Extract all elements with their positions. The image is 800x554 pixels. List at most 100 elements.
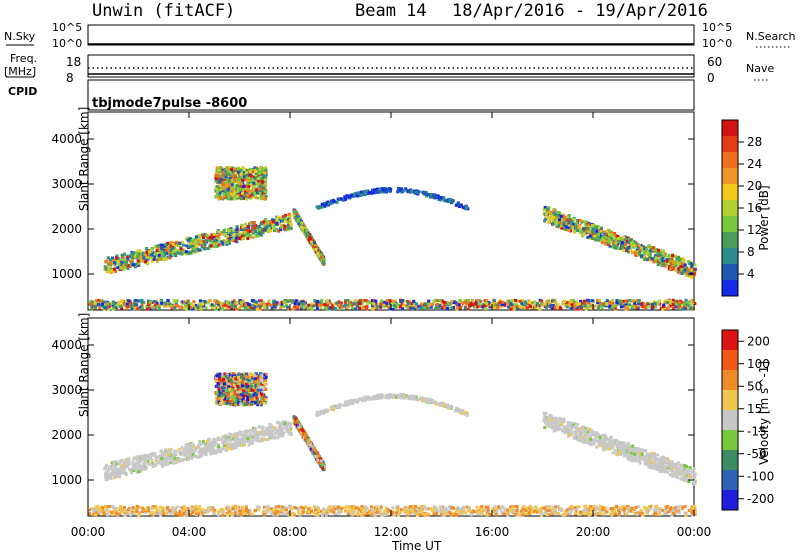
data-cell	[271, 220, 275, 224]
data-cell	[152, 255, 156, 259]
data-cell	[138, 305, 142, 309]
data-cell	[272, 299, 276, 303]
data-cell	[230, 192, 233, 196]
data-cell	[195, 249, 199, 253]
data-cell	[570, 225, 574, 229]
data-cell	[243, 173, 247, 177]
data-cell	[160, 301, 164, 305]
data-cell	[240, 194, 244, 198]
data-cell	[263, 305, 267, 309]
data-cell	[136, 259, 140, 263]
data-cell	[648, 249, 652, 253]
data-cell	[373, 188, 377, 192]
data-cell	[646, 251, 650, 255]
data-cell	[558, 306, 562, 310]
data-cell	[208, 299, 212, 303]
data-cell	[231, 169, 235, 173]
data-cell	[429, 195, 432, 199]
data-cell	[693, 302, 697, 305]
data-cell	[554, 213, 557, 217]
data-cell	[134, 251, 138, 255]
data-cell	[319, 306, 323, 310]
data-cell	[481, 303, 485, 307]
data-cell	[286, 300, 290, 304]
data-cell	[686, 268, 690, 272]
data-cell	[415, 190, 419, 194]
data-cell	[189, 302, 193, 306]
data-cell	[374, 299, 378, 303]
data-cell	[208, 236, 212, 239]
power-data	[88, 166, 697, 311]
data-cell	[264, 184, 267, 188]
data-cell	[147, 252, 151, 256]
data-cell	[114, 305, 118, 309]
data-cell	[230, 304, 233, 308]
data-cell	[629, 238, 633, 242]
data-cell	[639, 254, 643, 258]
data-cell	[516, 299, 519, 303]
data-cell	[680, 268, 684, 272]
data-cell	[287, 307, 291, 311]
data-cell	[222, 174, 226, 178]
data-cell	[233, 441, 237, 445]
velocity-data	[88, 372, 697, 517]
data-cell	[413, 191, 417, 195]
data-cell	[155, 301, 159, 305]
data-cell	[488, 303, 492, 307]
data-cell	[527, 302, 531, 306]
data-cell	[174, 461, 178, 465]
data-cell	[231, 300, 235, 304]
data-cell	[93, 301, 97, 305]
data-cell	[291, 300, 294, 304]
data-cell	[675, 257, 679, 260]
data-cell	[612, 305, 616, 309]
noise-tick-left-bottom: 10^0	[52, 37, 82, 50]
data-cell	[144, 456, 147, 460]
data-cell	[370, 301, 374, 305]
data-cell	[286, 305, 290, 309]
nave-tick-top: 60	[707, 55, 722, 69]
data-cell	[642, 301, 646, 305]
data-cell	[141, 306, 145, 310]
data-cell	[125, 462, 129, 466]
data-cell	[126, 465, 130, 468]
data-cell	[633, 301, 636, 305]
data-cell	[239, 188, 243, 191]
data-cell	[164, 257, 168, 261]
data-cell	[116, 303, 120, 307]
data-cell	[684, 266, 688, 270]
data-cell	[315, 307, 319, 311]
data-cell	[434, 298, 438, 302]
data-cell	[256, 196, 260, 200]
data-cell	[168, 256, 172, 260]
data-cell	[283, 224, 287, 228]
data-cell	[191, 442, 195, 446]
data-cell	[443, 199, 447, 203]
data-cell	[122, 471, 126, 475]
data-cell	[380, 299, 384, 303]
data-cell	[587, 223, 591, 227]
data-cell	[120, 306, 124, 310]
data-cell	[229, 438, 233, 442]
data-cell	[205, 234, 209, 238]
data-cell	[260, 170, 264, 174]
data-cell	[206, 247, 210, 250]
data-cell	[130, 258, 134, 262]
data-cell	[288, 218, 292, 222]
data-cell	[249, 435, 253, 439]
data-cell	[566, 215, 570, 219]
data-cell	[201, 300, 205, 303]
data-cell	[224, 175, 228, 179]
data-cell	[636, 246, 640, 250]
data-cell	[348, 195, 352, 199]
data-cell	[184, 301, 188, 305]
data-cell	[252, 299, 256, 303]
data-cell	[212, 451, 216, 455]
data-cell	[281, 219, 284, 223]
data-cell	[165, 251, 169, 255]
data-cell	[608, 244, 612, 248]
data-cell	[180, 240, 184, 244]
data-cell	[104, 260, 108, 264]
data-cell	[358, 301, 362, 305]
station-title: Unwin (fitACF)	[92, 1, 235, 21]
